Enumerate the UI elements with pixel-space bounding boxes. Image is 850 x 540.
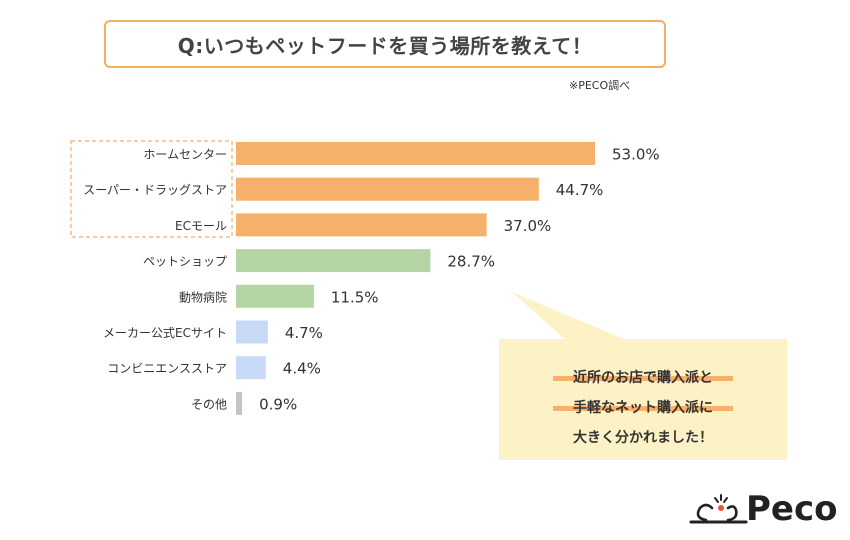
value-label: 11.5% <box>331 288 379 306</box>
highlight-dashed-box <box>70 140 233 238</box>
callout-underline <box>553 406 733 411</box>
value-label: 37.0% <box>504 217 552 235</box>
value-label: 0.9% <box>259 395 297 413</box>
callout-line: 手軽なネット購入派に <box>573 399 713 416</box>
bar <box>236 177 539 201</box>
title-box: Q:いつもペットフードを買う場所を教えて！ <box>104 20 666 68</box>
callout-underline <box>553 376 733 381</box>
bar <box>236 320 268 344</box>
source-note: ※PECO調べ <box>569 79 631 92</box>
category-label: コンビニエンスストア <box>107 362 227 376</box>
value-label: 44.7% <box>556 181 604 199</box>
callout-line: 大きく分かれました！ <box>573 429 713 446</box>
bar <box>236 391 243 415</box>
value-label: 53.0% <box>612 146 660 164</box>
callout-pointer <box>512 292 626 340</box>
value-label: 4.4% <box>283 360 321 378</box>
callout-line: 近所のお店で購入派と <box>573 369 713 386</box>
value-label: 28.7% <box>447 253 495 271</box>
category-label: ホームセンター <box>143 148 227 162</box>
peco-wordmark: Peco <box>746 489 838 528</box>
bar <box>236 142 595 165</box>
callout-box <box>499 339 787 460</box>
category-label: その他 <box>191 397 227 411</box>
peco-logo: Peco <box>689 489 838 528</box>
peco-mascot-icon <box>689 494 748 524</box>
category-label: 動物病院 <box>179 289 227 304</box>
value-label: 4.7% <box>285 324 323 342</box>
category-label: スーパー・ドラッグストア <box>83 183 227 197</box>
category-label: メーカー公式ECサイト <box>103 326 227 340</box>
bar <box>236 213 487 237</box>
chart-title: Q:いつもペットフードを買う場所を教えて！ <box>177 33 593 58</box>
bar <box>236 249 431 273</box>
bar <box>236 284 314 308</box>
bar <box>236 356 266 380</box>
category-label: ECモール <box>175 219 227 233</box>
category-label: ペットショップ <box>143 255 227 269</box>
bars-group: ホームセンター 53.0% スーパー・ドラッグストア 44.7% ECモール 37.0% ペ… <box>83 142 660 415</box>
